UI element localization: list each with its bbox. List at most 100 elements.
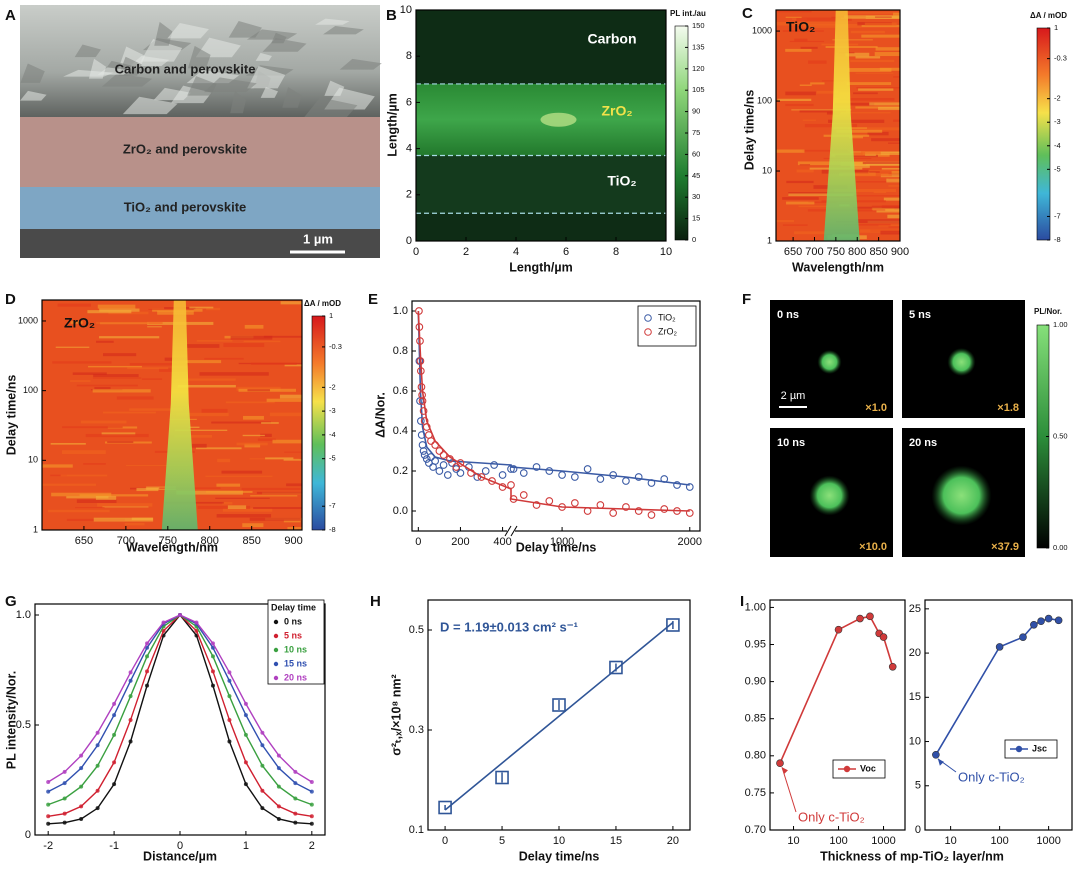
- y-tick-label: 1.00: [745, 601, 766, 613]
- legend-box: [1004, 739, 1058, 759]
- data-point: [452, 465, 461, 473]
- sem-flake: [187, 76, 217, 96]
- data-point: [95, 763, 100, 768]
- y-tick-label: 0.75: [745, 787, 766, 799]
- ta-streak: [776, 10, 812, 13]
- legend-label: 20 ns: [284, 672, 307, 682]
- data-point: [519, 469, 528, 477]
- ta-streak: [223, 343, 265, 348]
- ta-streak: [789, 40, 825, 43]
- colorbar-tick-label: -7: [1054, 211, 1061, 220]
- plot-frame: [924, 599, 1073, 831]
- data-point: [532, 501, 541, 509]
- data-point: [210, 641, 215, 646]
- ta-streak: [177, 378, 236, 381]
- ta-streak: [279, 394, 302, 399]
- x-tick-label: 100: [990, 835, 1008, 847]
- y-tick-label: 15: [909, 691, 921, 703]
- data-point: [467, 469, 475, 477]
- sem-flake: [20, 90, 47, 101]
- ta-streak: [880, 230, 900, 235]
- data-point: [161, 628, 166, 633]
- data-point: [243, 713, 248, 718]
- ta-streak: [796, 169, 814, 173]
- x-tick-label: 800: [848, 246, 866, 258]
- x-tick-label: 10: [660, 246, 672, 258]
- ta-streak: [875, 16, 892, 19]
- ta-streak: [855, 56, 881, 59]
- ta-streak: [891, 171, 900, 175]
- frame-label: 0 ns: [777, 309, 799, 321]
- ta-streak: [50, 474, 67, 477]
- ta-streak: [855, 72, 894, 74]
- ta-streak: [236, 442, 268, 446]
- y-axis-label: ΔA/Nor.: [373, 392, 387, 438]
- x-axis-label: Wavelength/nm: [792, 260, 884, 274]
- fit-line: [444, 621, 674, 811]
- data-point: [112, 760, 117, 765]
- ta-streak: [284, 451, 302, 453]
- data-point: [495, 770, 509, 785]
- ta-streak: [893, 12, 900, 16]
- ta-streak: [861, 34, 900, 38]
- frame-scale: ×37.9: [991, 541, 1019, 553]
- ta-streak: [862, 161, 900, 165]
- ta-streak: [776, 21, 837, 26]
- y-tick-label: 0.6: [393, 385, 408, 397]
- y-axis-label: Delay time/ns: [742, 90, 756, 171]
- data-point: [609, 471, 618, 479]
- legend-label: 5 ns: [284, 630, 302, 640]
- data-point: [62, 781, 67, 786]
- ta-streak: [76, 499, 117, 504]
- data-point: [276, 816, 281, 821]
- ta-streak: [116, 396, 154, 400]
- data-point: [545, 497, 554, 505]
- ta-streak: [83, 463, 106, 465]
- annotation-arrowhead: [937, 758, 944, 766]
- colorbar-tick-label: -5: [1054, 164, 1061, 173]
- data-point: [79, 816, 84, 821]
- ta-streak: [810, 82, 825, 85]
- sem-flake: [315, 18, 350, 25]
- data-point: [309, 814, 314, 819]
- data-point: [145, 641, 150, 646]
- data-point: [552, 698, 566, 712]
- ta-streak: [893, 76, 900, 78]
- data-point: [95, 730, 100, 735]
- y-tick-label: 10: [400, 4, 412, 16]
- data-point: [243, 732, 248, 737]
- ta-streak: [785, 16, 802, 18]
- sem-flake: [187, 45, 211, 69]
- data-point: [194, 628, 199, 633]
- x-tick-label: -2: [43, 840, 53, 852]
- ta-streak: [840, 17, 900, 19]
- ta-streak: [216, 483, 241, 487]
- ta-streak: [230, 335, 273, 340]
- axis-break-mark: [510, 525, 518, 537]
- x-tick-label: 700: [117, 535, 135, 547]
- data-point: [490, 461, 498, 469]
- sem-flake: [122, 96, 178, 115]
- legend-label: 10 ns: [284, 644, 307, 654]
- ta-streak: [821, 80, 844, 82]
- x-tick-label: 900: [284, 535, 302, 547]
- x-tick-label: 8: [613, 246, 619, 258]
- frame-scale: ×1.8: [997, 402, 1019, 414]
- ta-streak: [856, 181, 900, 183]
- data-point: [415, 323, 424, 331]
- ta-streak: [777, 98, 812, 101]
- ta-streak: [253, 507, 302, 510]
- x-tick-label: 650: [784, 246, 802, 258]
- colorbar-tick-label: -5: [329, 454, 336, 463]
- y-tick-label: 0.3: [409, 724, 424, 736]
- x-axis-label: Length/µm: [509, 260, 572, 274]
- data-point: [519, 491, 528, 499]
- x-tick-label: 10: [944, 835, 956, 847]
- data-point: [509, 495, 518, 503]
- data-point: [456, 469, 465, 477]
- y-tick-label: 1000: [752, 25, 772, 35]
- ta-streak: [188, 426, 200, 429]
- y-tick-label: 10: [909, 735, 921, 747]
- colorbar-tick-label: 120: [692, 64, 705, 73]
- sem-flake: [339, 58, 382, 70]
